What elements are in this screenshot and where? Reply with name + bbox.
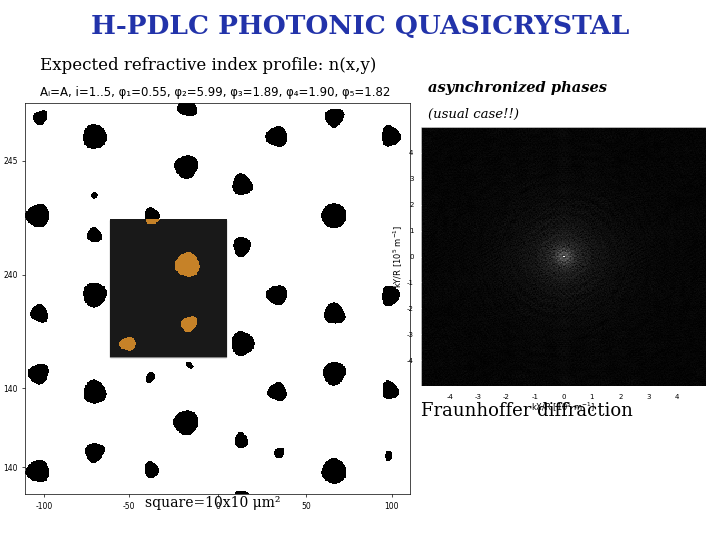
Text: H-PDLC PHOTONIC QUASICRYSTAL: H-PDLC PHOTONIC QUASICRYSTAL <box>91 14 629 38</box>
Text: Fraunhoffer diffraction: Fraunhoffer diffraction <box>421 402 633 420</box>
Text: Aᵢ=A, i=1..5, φ₁=0.55, φ₂=5.99, φ₃=1.89, φ₄=1.90, φ₅=1.82: Aᵢ=A, i=1..5, φ₁=0.55, φ₂=5.99, φ₃=1.89,… <box>40 86 390 99</box>
Text: asynchronized phases: asynchronized phases <box>428 81 608 95</box>
Text: square=10x10 μm²: square=10x10 μm² <box>145 496 280 510</box>
X-axis label: kX/R $[10^5$ m$^{-1}]$: kX/R $[10^5$ m$^{-1}]$ <box>531 401 595 414</box>
Text: (usual case!!): (usual case!!) <box>428 108 519 121</box>
Y-axis label: kY/R $[10^5$ m$^{-1}]$: kY/R $[10^5$ m$^{-1}]$ <box>392 225 405 288</box>
Text: Expected refractive index profile: n(x,y): Expected refractive index profile: n(x,y… <box>40 57 376 73</box>
Bar <box>109 220 225 357</box>
